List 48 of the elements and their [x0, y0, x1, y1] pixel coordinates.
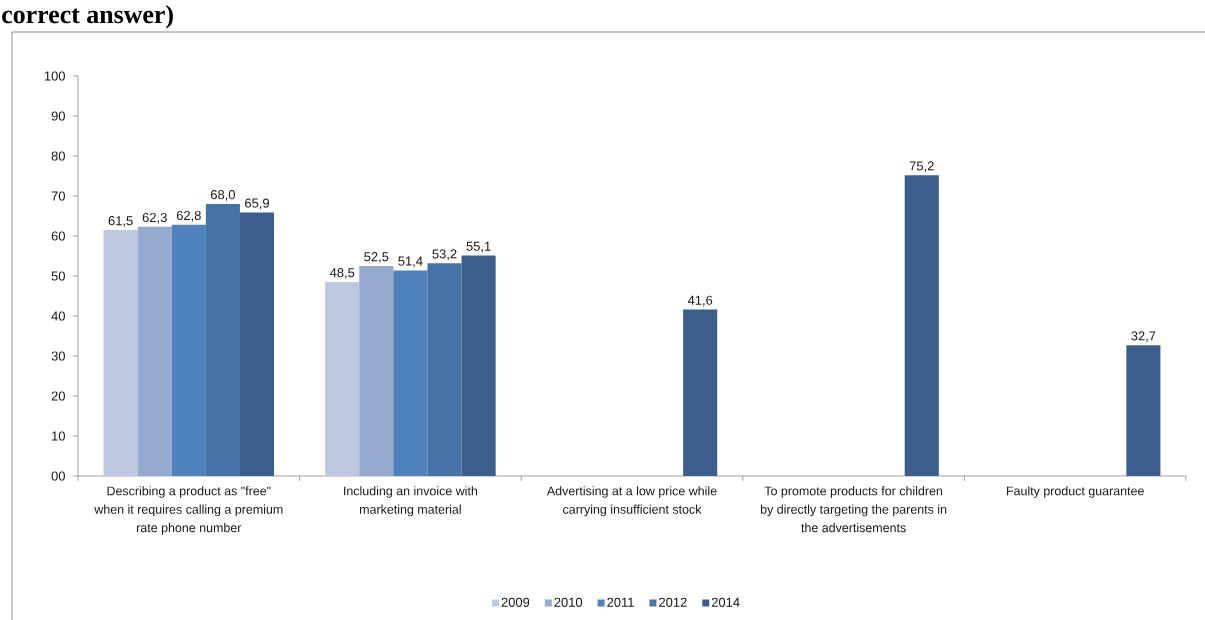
y-tick-label: 60 — [51, 231, 65, 241]
legend-label: 2014 — [711, 597, 740, 607]
chart-title: correct answer) — [2, 5, 173, 29]
y-tick-label: 20 — [51, 391, 65, 401]
data-label: 62,3 — [142, 212, 167, 224]
data-label: 48,5 — [329, 268, 355, 279]
bar — [683, 309, 718, 476]
bar — [239, 212, 275, 476]
data-label: 68,0 — [210, 190, 235, 201]
y-tick-label: 50 — [51, 271, 65, 281]
data-label: 52,5 — [364, 252, 389, 263]
data-label: 32,7 — [1131, 331, 1156, 342]
y-tick-label: 30 — [51, 351, 65, 361]
y-tick-label: 40 — [51, 311, 65, 321]
data-label: 53,2 — [432, 249, 457, 260]
bar — [904, 175, 939, 476]
legend-label: 2009 — [501, 597, 530, 607]
data-label: 41,6 — [687, 295, 713, 307]
y-tick-label: 100 — [44, 71, 65, 81]
x-tick-label: Including an invoice with marketing material — [344, 486, 478, 517]
bar — [325, 281, 360, 476]
bar — [461, 255, 496, 476]
legend-label: 2011 — [607, 597, 634, 607]
data-label: 61,5 — [108, 216, 133, 227]
y-tick-label: 70 — [51, 191, 65, 201]
bar — [171, 224, 206, 476]
legend-label: 2012 — [659, 597, 687, 607]
x-tick-label: Advertising at a low price while carrying insufficient stock — [546, 486, 717, 517]
y-tick-label: 90 — [51, 111, 65, 121]
data-label: 65,9 — [245, 198, 269, 210]
bar — [393, 270, 428, 476]
y-tick-label: 00 — [51, 471, 65, 481]
data-label: 62,8 — [176, 210, 201, 222]
y-tick-label: 10 — [52, 431, 65, 441]
bar — [1126, 345, 1161, 476]
bar — [359, 265, 394, 476]
data-label: 55,1 — [466, 241, 491, 253]
bar — [137, 226, 172, 476]
x-tick-label: To promote products for children by directly targeting the parents in the advertisements — [760, 486, 947, 533]
data-label: 75,2 — [909, 161, 934, 172]
x-tick-label: Describing a product as "free" when it requires calling a premium rate phone number — [94, 486, 283, 535]
bar — [427, 263, 462, 476]
x-tick-label: Faulty product guarantee — [1006, 486, 1144, 498]
bar — [103, 229, 138, 476]
data-label: 51,4 — [398, 256, 423, 268]
legend-label: 2010 — [554, 597, 583, 607]
y-tick-label: 80 — [51, 151, 65, 161]
bar — [205, 203, 240, 476]
